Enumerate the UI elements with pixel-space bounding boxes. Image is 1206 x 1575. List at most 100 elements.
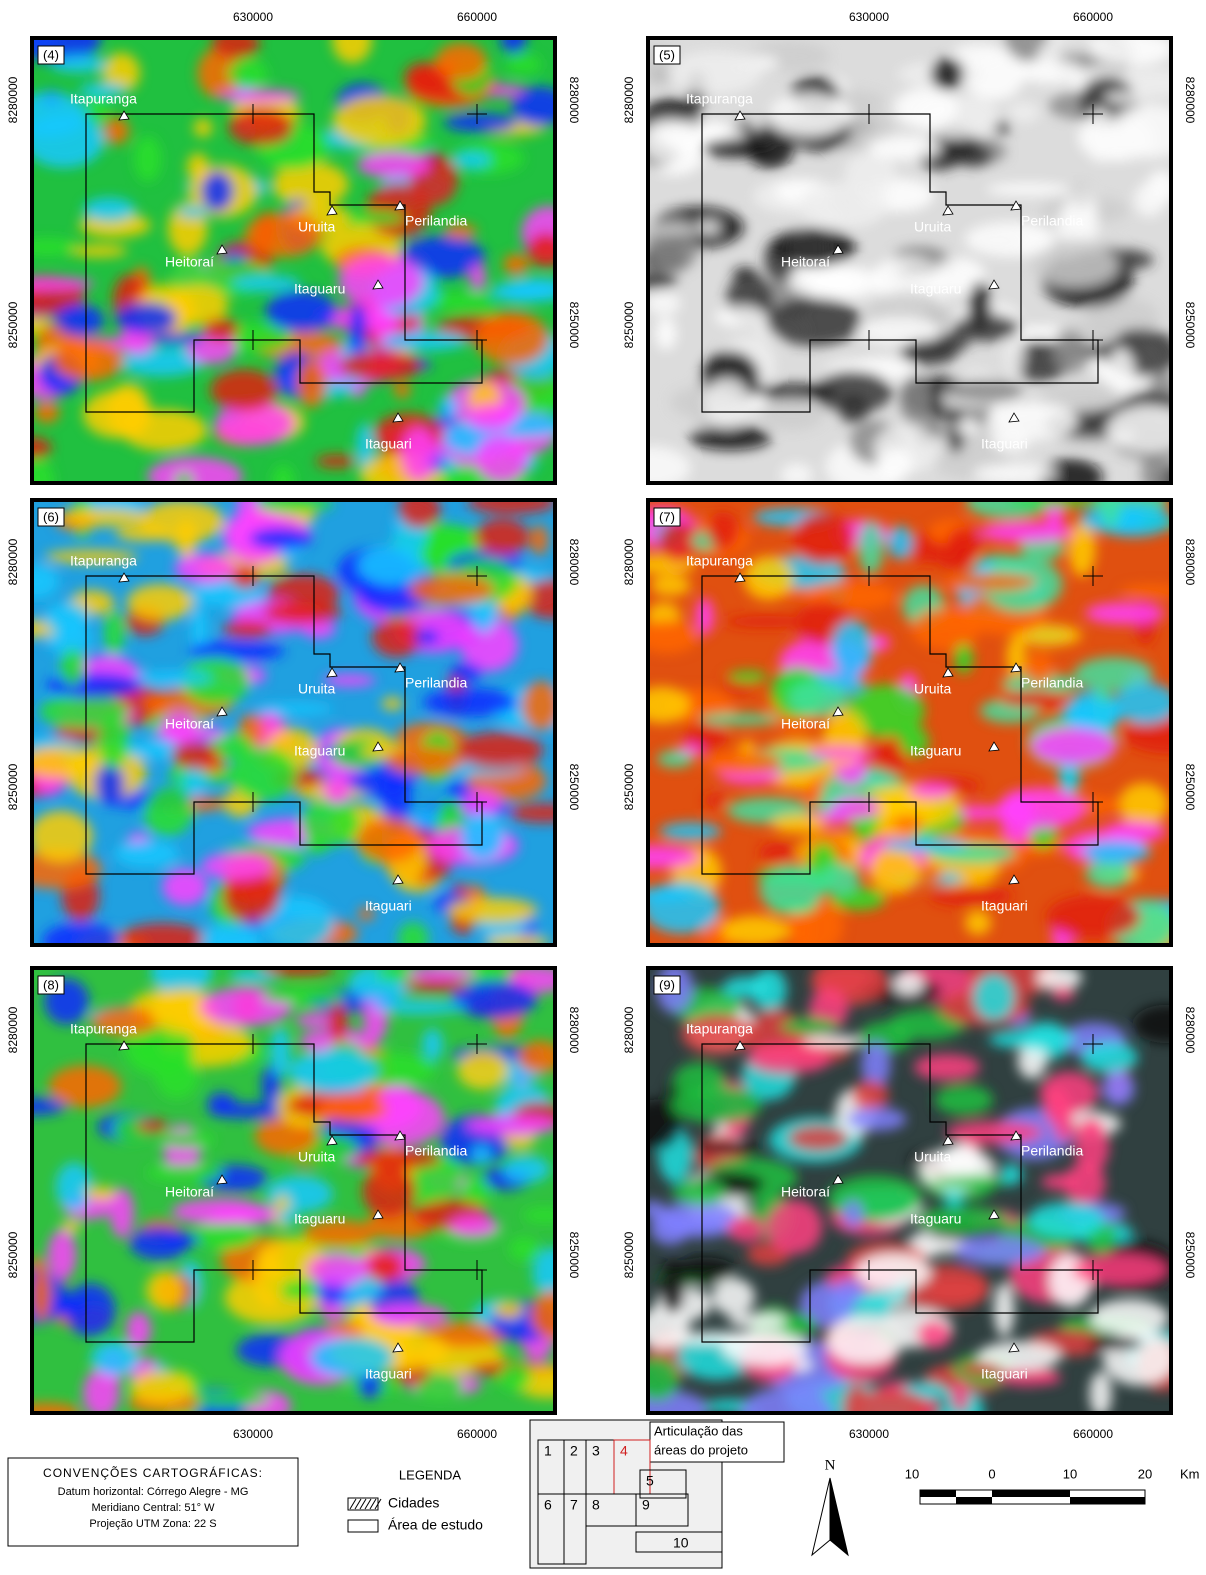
raster-blob	[942, 573, 1036, 591]
raster-blob	[467, 491, 556, 514]
raster-blob	[499, 1363, 532, 1391]
raster-blob	[475, 312, 549, 365]
city-label: Uruita	[914, 681, 952, 697]
raster-blob	[339, 351, 421, 381]
raster-blob	[174, 472, 193, 489]
scale-segment	[1070, 1497, 1145, 1504]
index-cell-label: 6	[544, 1497, 552, 1513]
raster-blob	[323, 775, 350, 804]
raster-blob	[362, 1165, 415, 1218]
raster-blob	[953, 43, 1003, 64]
raster-blob	[272, 465, 294, 495]
raster-blob	[902, 261, 941, 275]
raster-blob	[175, 553, 236, 583]
y-tick-label: 8280000	[622, 538, 636, 585]
raster-blob	[695, 598, 713, 635]
city-label: Itapuranga	[686, 91, 753, 107]
raster-blob	[357, 152, 430, 178]
map-panel: (9)ItapurangaUruitaPerilandiaHeitoraíIta…	[614, 952, 1203, 1442]
raster-blob	[155, 1051, 199, 1099]
raster-blob	[382, 331, 467, 351]
raster-blob	[634, 1357, 680, 1402]
city-label: Perilandia	[405, 213, 467, 229]
raster-blob	[1043, 1085, 1069, 1124]
raster-blob	[264, 602, 342, 624]
raster-blob	[1051, 986, 1075, 1001]
legend-title: LEGENDA	[399, 1467, 461, 1482]
raster-blob	[232, 275, 301, 291]
index-title: Articulação das	[654, 1423, 743, 1438]
raster-blob	[422, 1028, 443, 1061]
y-tick-label: 8280000	[567, 539, 581, 586]
raster-blob	[724, 616, 811, 628]
raster-blob	[699, 713, 780, 725]
y-tick-label: 8280000	[622, 76, 636, 123]
y-tick-label: 8280000	[1183, 539, 1197, 586]
raster-blob	[891, 815, 924, 830]
raster-blob	[253, 1252, 284, 1308]
raster-blob	[637, 1306, 690, 1349]
raster-blob	[936, 542, 976, 570]
raster-blob	[194, 118, 213, 137]
raster-blob	[721, 915, 789, 946]
raster-blob	[523, 1207, 567, 1223]
raster-blob	[807, 747, 871, 759]
raster-blob	[989, 402, 1078, 440]
raster-blob	[611, 845, 699, 869]
city-label: Itaguari	[365, 898, 412, 914]
raster-blob	[766, 1200, 822, 1254]
raster-blob	[201, 852, 272, 880]
raster-blob	[104, 118, 129, 145]
raster-blob	[888, 526, 913, 560]
x-tick-label: 630000	[849, 10, 889, 24]
raster-blob	[1087, 1336, 1143, 1350]
city-label: Perilandia	[1021, 1143, 1083, 1159]
city-label: Heitoraí	[165, 1184, 214, 1200]
raster-blob	[965, 910, 992, 935]
raster-blob	[1000, 790, 1035, 843]
raster-blob	[187, 153, 209, 181]
panel-label: (7)	[659, 509, 675, 524]
raster-blob	[1102, 1071, 1134, 1105]
raster-blob	[955, 144, 993, 167]
y-tick-label: 8250000	[622, 301, 636, 348]
raster-blob	[146, 1271, 184, 1310]
raster-blob	[45, 602, 90, 634]
raster-blob	[973, 973, 1015, 1021]
raster-blob	[798, 182, 888, 229]
conventions-line: Datum horizontal: Córrego Alegre - MG	[58, 1486, 249, 1498]
raster-blob	[877, 448, 913, 480]
raster-blob	[195, 1222, 257, 1250]
raster-blob	[22, 460, 54, 500]
raster-blob	[951, 1380, 970, 1412]
city-label: Itaguari	[365, 1366, 412, 1382]
legend-swatch-area	[348, 1520, 378, 1532]
city-label: Itaguari	[981, 898, 1028, 914]
raster-blob	[1103, 821, 1166, 842]
raster-blob	[129, 1370, 193, 1404]
raster-blob	[60, 649, 85, 686]
y-tick-label: 8250000	[567, 302, 581, 349]
raster-blob	[702, 139, 772, 158]
raster-blob	[667, 51, 761, 94]
panel-label: (6)	[43, 509, 59, 524]
y-tick-label: 8250000	[622, 763, 636, 810]
raster-blob	[914, 1054, 980, 1081]
raster-blob	[189, 640, 285, 661]
north-arrow-right	[830, 1478, 848, 1555]
raster-blob	[104, 611, 125, 655]
raster-blob	[151, 950, 213, 995]
raster-blob	[633, 686, 690, 723]
scale-segment	[920, 1490, 956, 1497]
raster-blob	[671, 1086, 762, 1123]
y-tick-label: 8280000	[567, 77, 581, 124]
panel-label: (4)	[43, 47, 59, 62]
raster-blob	[909, 783, 953, 798]
raster-blob	[858, 521, 884, 575]
raster-blob	[527, 233, 565, 268]
raster-blob	[1007, 102, 1040, 123]
raster-blob	[332, 18, 372, 63]
raster-blob	[728, 671, 767, 683]
y-tick-label: 8250000	[1183, 764, 1197, 811]
raster-blob	[43, 923, 121, 960]
